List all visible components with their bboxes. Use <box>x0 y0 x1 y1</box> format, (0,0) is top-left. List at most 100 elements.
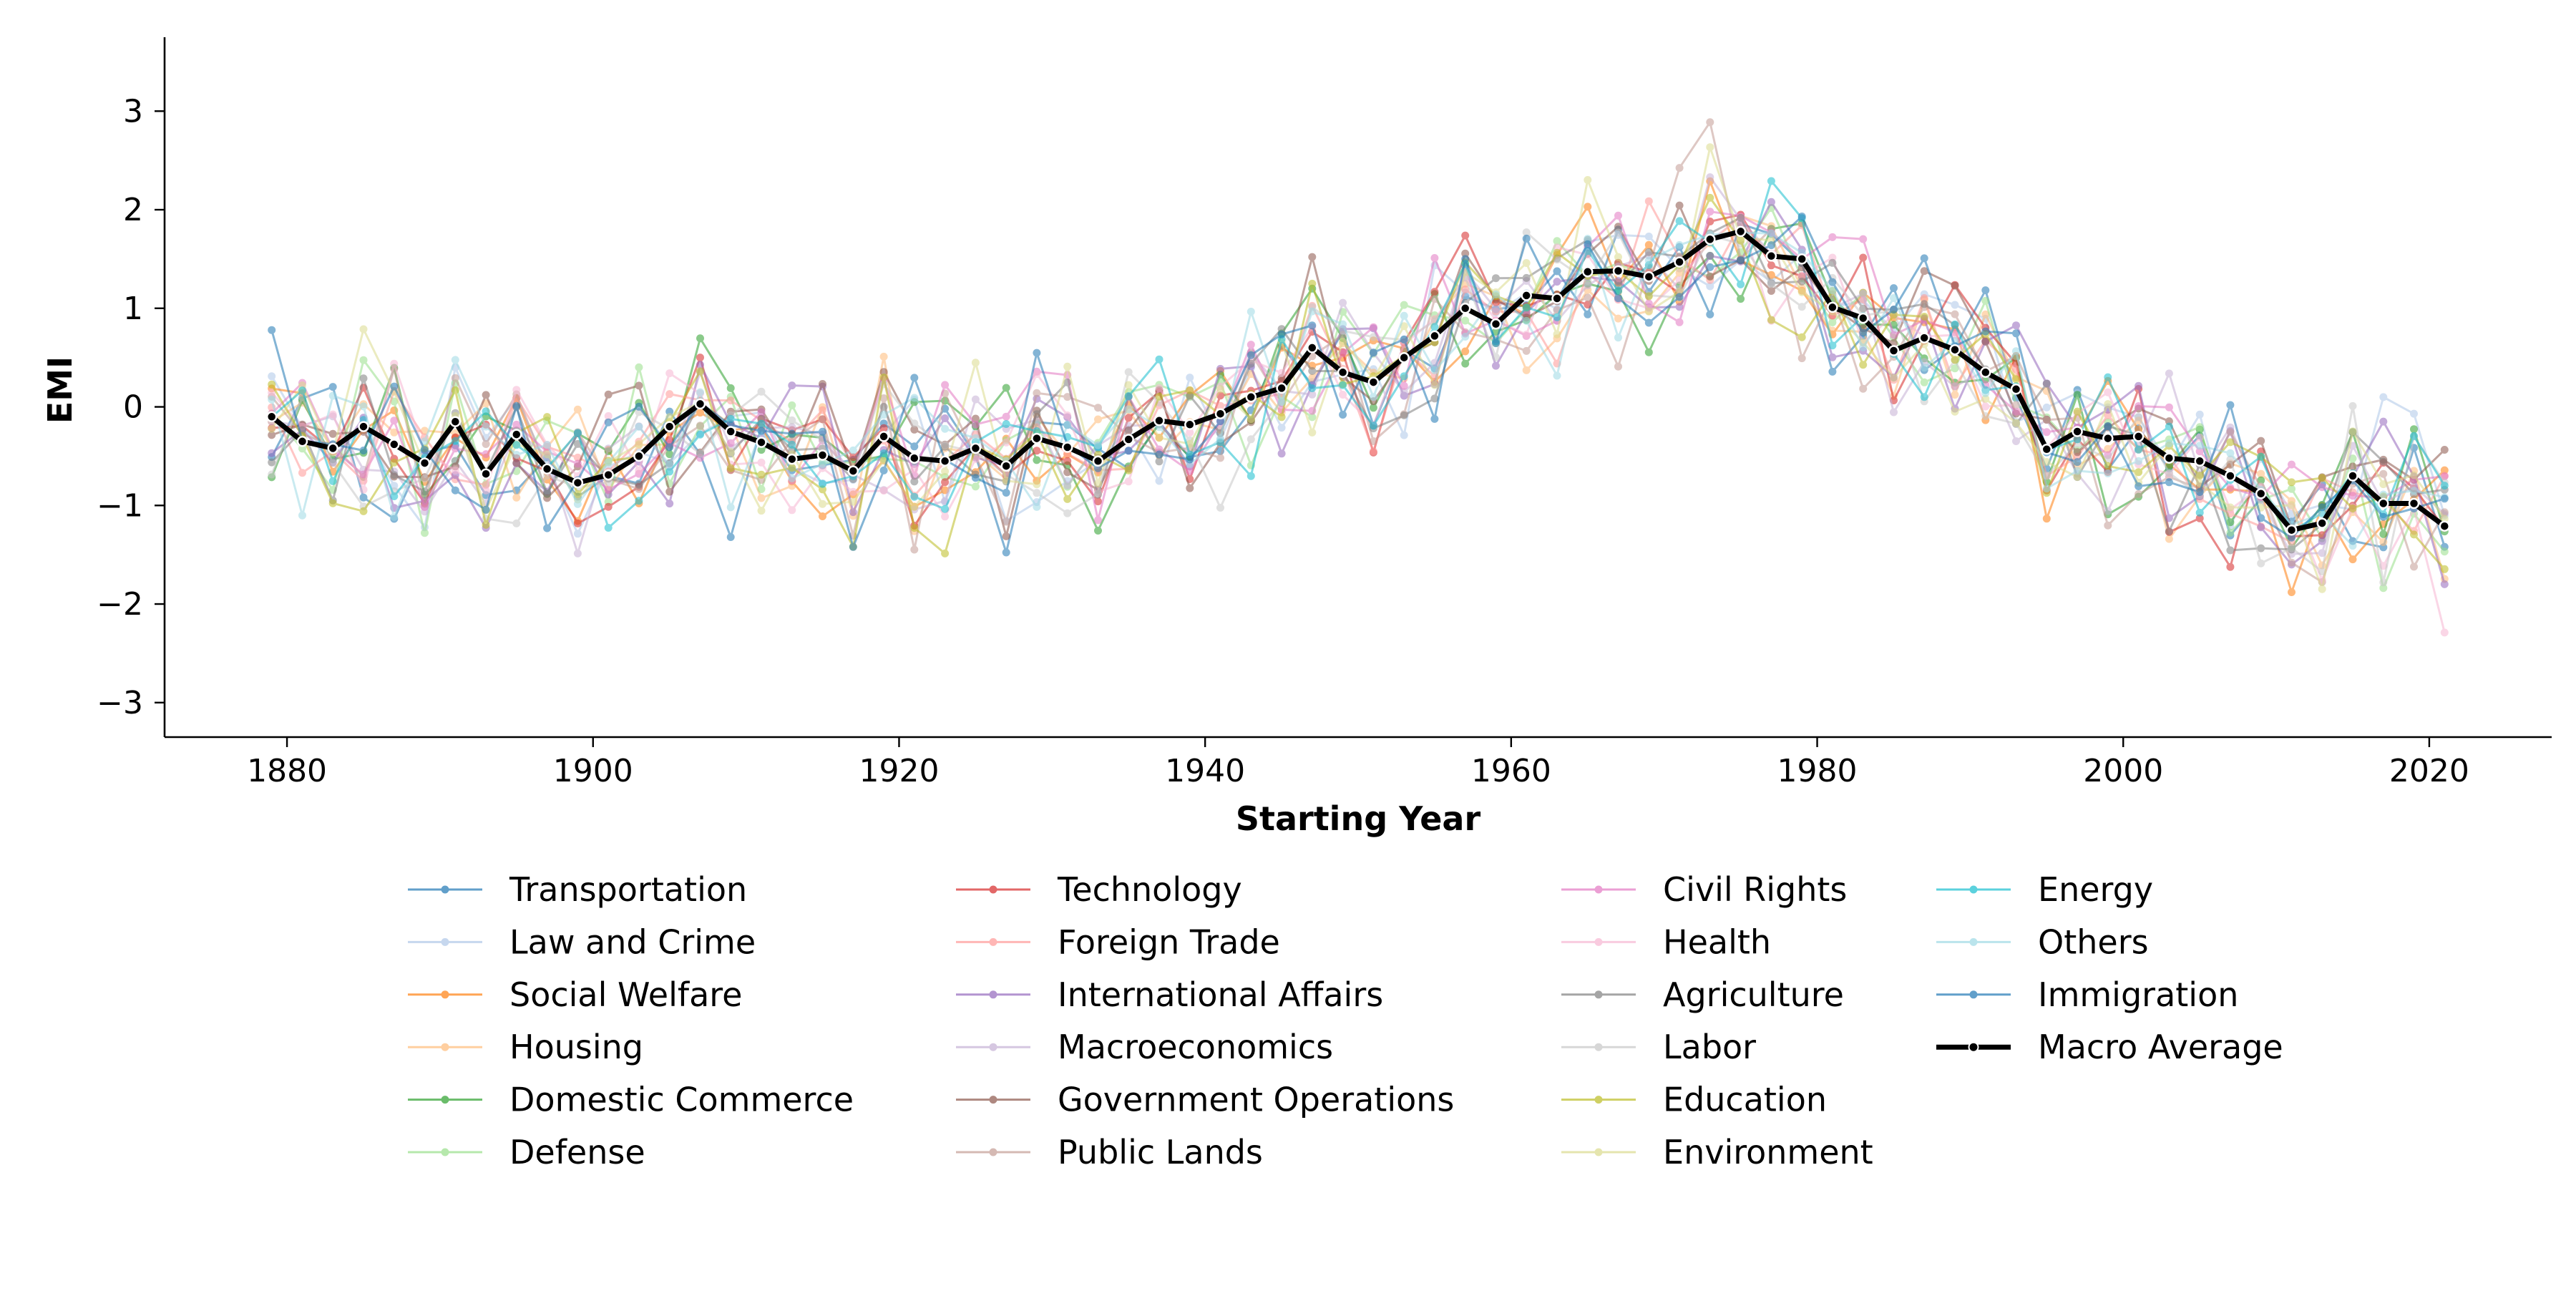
series-point <box>1951 364 1959 373</box>
series-point <box>1400 301 1408 309</box>
series-point <box>696 334 704 343</box>
series-point <box>1614 223 1622 231</box>
series-point <box>2410 530 2418 539</box>
series-point <box>1644 197 1653 205</box>
series-point <box>328 477 337 485</box>
macro-average-point <box>816 449 829 461</box>
series-point <box>2042 458 2051 466</box>
series-point <box>2440 446 2449 454</box>
series-point <box>2288 501 2296 510</box>
series-point <box>1308 253 1317 261</box>
series-point <box>2135 457 2143 465</box>
series-point <box>2288 478 2296 487</box>
series-point <box>2348 401 2357 410</box>
series-point <box>1430 288 1439 296</box>
series-line <box>270 215 2446 633</box>
series-point <box>2104 469 2112 477</box>
series-point <box>604 411 613 420</box>
series-point <box>1737 295 1745 303</box>
legend-label: Foreign Trade <box>1058 922 1280 961</box>
legend-label: International Affairs <box>1058 975 1383 1014</box>
legend-swatch-marker <box>1968 1041 1979 1053</box>
series-point <box>1981 296 1990 305</box>
series-point <box>2104 411 2112 419</box>
series-point <box>2226 438 2235 447</box>
macro-average-point <box>1061 442 1073 453</box>
series-point <box>482 422 490 431</box>
series-point <box>482 450 490 459</box>
x-tick-label: 1980 <box>1777 753 1858 789</box>
series-point <box>757 507 766 515</box>
series-point <box>1308 428 1317 437</box>
series-point <box>1828 258 1837 267</box>
series-point <box>1981 402 1990 411</box>
series-point <box>1553 243 1561 252</box>
legend-label: Immigration <box>2038 975 2238 1014</box>
series-point <box>2288 460 2296 469</box>
legend-label: Social Welfare <box>509 975 742 1014</box>
macro-average-point <box>1031 432 1043 444</box>
series-point <box>1124 477 1133 486</box>
series-point <box>328 391 337 400</box>
series-point <box>788 381 796 390</box>
series-point <box>573 429 582 437</box>
series-point <box>1461 231 1470 240</box>
series-point <box>1553 278 1561 286</box>
series-point <box>2073 472 2082 481</box>
series-point <box>788 401 796 409</box>
series-point <box>1277 330 1286 338</box>
series-point <box>1246 341 1255 349</box>
series-point <box>482 520 490 529</box>
series-point <box>421 529 429 537</box>
series-point <box>1859 304 1868 313</box>
series-point <box>1400 388 1408 396</box>
series-point <box>1767 229 1775 238</box>
series-others <box>268 228 2449 550</box>
macro-average-point <box>1337 366 1349 379</box>
series-point <box>941 414 950 422</box>
series-point <box>2226 503 2235 512</box>
x-ticks: 1880 1900 1920 1940 1960 1980 2000 2020 <box>247 737 2469 789</box>
legend-item-labor <box>1561 1043 1636 1051</box>
series-point <box>1308 384 1317 392</box>
series-point <box>512 519 521 527</box>
series-point <box>1920 294 1928 302</box>
series-point <box>451 486 459 495</box>
series-housing <box>268 212 2449 583</box>
series-point <box>298 469 306 477</box>
series-point <box>2012 407 2020 416</box>
series-point <box>482 407 490 416</box>
series-point <box>512 493 521 502</box>
series-point <box>1033 480 1041 489</box>
macro-average-point <box>511 429 522 440</box>
series-point <box>1002 517 1010 526</box>
series-point <box>2440 482 2449 490</box>
series-point <box>1951 310 1959 318</box>
series-point <box>1920 378 1928 386</box>
series-point <box>2135 402 2143 410</box>
series-point <box>2440 495 2449 503</box>
series-point <box>819 427 826 436</box>
x-axis-label: Starting Year <box>1236 799 1481 838</box>
series-point <box>2318 483 2326 492</box>
series-point <box>1033 389 1041 397</box>
series-point <box>819 479 826 488</box>
series-point <box>2379 538 2388 546</box>
series-point <box>1675 318 1684 326</box>
series-point <box>359 507 368 515</box>
series-point <box>421 474 429 483</box>
series-point <box>1216 364 1224 373</box>
series-point <box>941 505 950 513</box>
series-point <box>1155 384 1163 392</box>
series-point <box>1094 404 1102 412</box>
series-point <box>1308 366 1317 375</box>
series-point <box>1033 489 1041 497</box>
series-point <box>1522 259 1531 267</box>
macro-average-point <box>1918 332 1930 344</box>
series-point <box>757 485 766 493</box>
macro-average-point <box>1123 434 1134 445</box>
series-point <box>1155 457 1163 466</box>
series-point <box>1461 249 1470 258</box>
series-point <box>665 443 674 452</box>
series-point <box>1951 407 1959 416</box>
